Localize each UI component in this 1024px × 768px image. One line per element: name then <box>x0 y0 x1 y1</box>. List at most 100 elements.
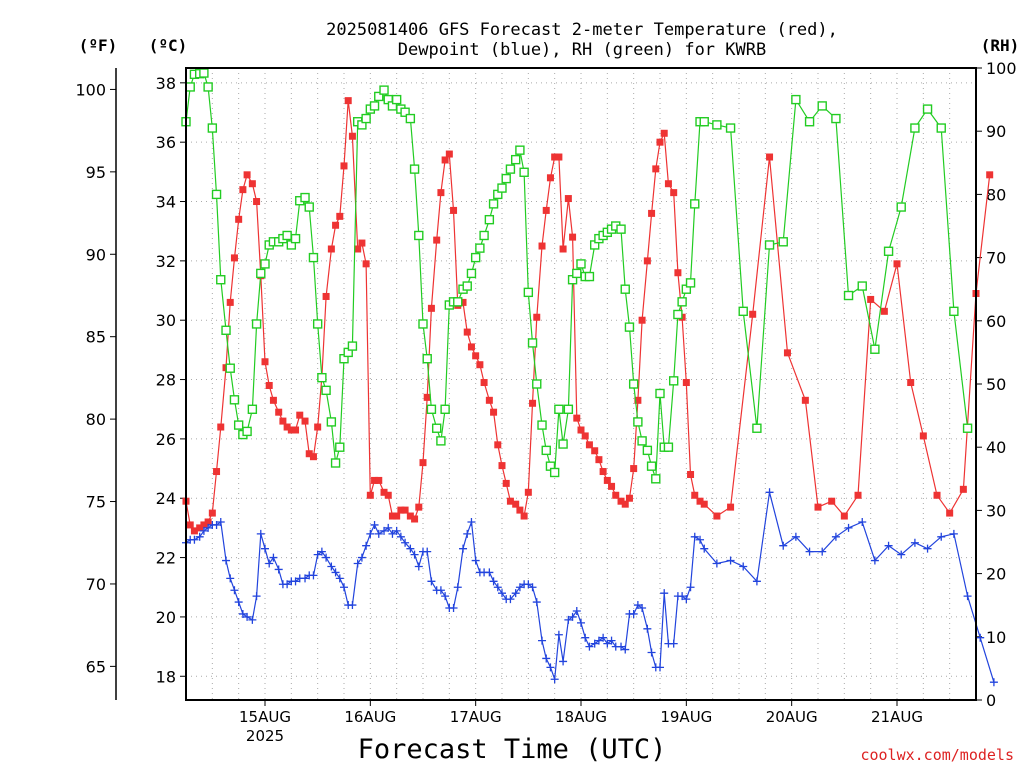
temperature-point <box>682 379 690 387</box>
dewpoint-point <box>831 532 840 541</box>
rh-point <box>637 436 647 446</box>
rh-point <box>256 268 266 279</box>
temperature-point <box>358 239 366 247</box>
temperature-point <box>322 292 330 300</box>
rh-point <box>576 259 586 269</box>
dewpoint-point <box>590 639 599 648</box>
dewpoint-point <box>726 556 735 565</box>
rh-point <box>335 442 345 452</box>
dewpoint-point <box>238 609 247 618</box>
dewpoint-point <box>524 580 533 589</box>
dewpoint-point <box>779 541 788 550</box>
dewpoint-point <box>554 630 563 639</box>
rh-point <box>414 230 424 241</box>
temperature-point <box>555 153 563 161</box>
temperature-point <box>727 503 735 511</box>
rh-tick-label: 30 <box>986 501 1006 520</box>
dewpoint-point <box>463 529 472 538</box>
temperature-point <box>415 503 423 511</box>
dewpoint-point <box>643 624 652 633</box>
temperature-point <box>441 156 449 164</box>
temperature-point <box>217 423 225 431</box>
dewpoint-point <box>441 592 450 601</box>
rh-point <box>843 290 854 301</box>
temperature-point <box>375 476 383 484</box>
temperature-point <box>253 198 261 206</box>
temperature-point <box>573 414 581 422</box>
temperature-point <box>230 254 238 262</box>
dewpoint-point <box>388 529 397 538</box>
dewpoint-point <box>243 612 252 621</box>
dewpoint-point <box>572 606 581 615</box>
dewpoint-point <box>752 577 761 586</box>
temperature-point <box>265 381 273 389</box>
temperature-point <box>248 180 256 188</box>
rh-point <box>896 202 906 212</box>
dewpoint-point <box>599 633 608 642</box>
dewpoint-point <box>594 636 603 645</box>
temperature-point <box>494 441 502 449</box>
dewpoint-point <box>546 663 555 672</box>
temperature-point <box>296 411 304 419</box>
temperature-point <box>933 491 941 499</box>
temperature-point <box>226 298 234 306</box>
dewpoint-point <box>542 654 551 663</box>
temperature-point <box>625 494 633 502</box>
x-tick-label: 21AUG <box>871 708 923 726</box>
rh-point <box>537 420 547 430</box>
rh-point <box>229 395 240 405</box>
dewpoint-point <box>384 523 393 532</box>
rh-point <box>510 154 521 165</box>
dewpoint-point <box>459 544 468 553</box>
temperature-point <box>380 488 388 496</box>
dewpoint-point <box>791 532 800 541</box>
rh-point <box>300 192 310 203</box>
dewpoint-point <box>550 675 559 684</box>
temperature-point <box>506 497 514 505</box>
fahrenheit-tick-label: 65 <box>86 657 106 676</box>
rh-point <box>260 259 270 269</box>
temperature-point <box>287 426 295 434</box>
temperature-point <box>354 245 362 253</box>
rh-point <box>436 436 446 446</box>
temperature-point <box>292 426 300 434</box>
temperature-point <box>490 408 498 416</box>
dewpoint-point <box>216 517 225 526</box>
dewpoint-point <box>256 529 265 538</box>
dewpoint-point <box>427 577 436 586</box>
dewpoint-point <box>844 523 853 532</box>
rh-tick-label: 90 <box>986 122 1006 141</box>
temperature-point <box>239 186 247 194</box>
dewpoint-point <box>195 532 204 541</box>
rh-point <box>479 230 489 241</box>
rh-tick-label: 40 <box>986 438 1006 457</box>
dewpoint-point <box>656 663 664 672</box>
temperature-point <box>691 491 699 499</box>
rh-point <box>558 439 568 449</box>
dewpoint-point <box>607 636 616 645</box>
celsius-tick-label: 20 <box>156 608 176 627</box>
dewpoint-point <box>410 550 419 559</box>
rh-point <box>312 319 323 329</box>
dewpoint-point <box>870 556 879 565</box>
dewpoint-point <box>568 612 577 621</box>
rh-point <box>532 379 542 389</box>
dewpoint-point <box>309 571 318 580</box>
temperature-point <box>401 506 409 514</box>
rh-point <box>752 423 762 433</box>
dewpoint-point <box>414 562 423 571</box>
grid-lines <box>185 68 977 700</box>
x-axis-title: Forecast Time (UTC) <box>358 734 667 765</box>
temperature-point <box>190 527 198 535</box>
rh-point <box>642 445 653 456</box>
rh-point <box>515 145 525 155</box>
dewpoint-point <box>230 586 239 595</box>
rh-point <box>440 404 450 414</box>
dewpoint-point <box>559 657 568 666</box>
rh-point <box>431 423 442 433</box>
temperature-point <box>340 162 348 170</box>
rh-point <box>620 284 630 294</box>
rh-point <box>673 309 683 320</box>
rh-point <box>883 246 894 256</box>
